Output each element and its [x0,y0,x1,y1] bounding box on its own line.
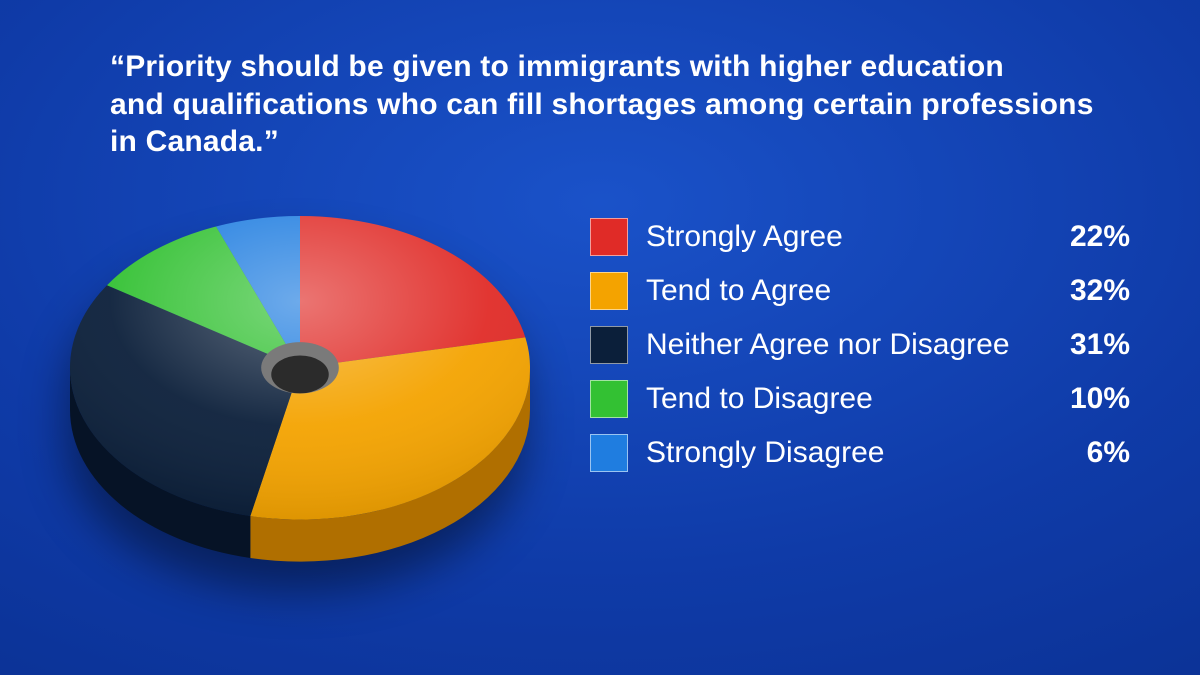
legend-swatch-strongly_agree [590,218,628,256]
pie-chart [70,210,530,601]
legend-swatch-tend_to_agree [590,272,628,310]
legend-pct: 31% [1070,328,1130,362]
legend-label: Tend to Disagree [646,382,873,416]
legend-pct: 6% [1087,436,1130,470]
legend-label: Strongly Agree [646,220,843,254]
legend-swatch-strongly_disagree [590,434,628,472]
legend-swatch-neither [590,326,628,364]
legend-pct: 22% [1070,220,1130,254]
legend-label: Neither Agree nor Disagree [646,328,1010,362]
legend-pct: 32% [1070,274,1130,308]
legend-row-strongly_disagree: Strongly Disagree 6% [590,426,1130,480]
legend-row-tend_to_disagree: Tend to Disagree 10% [590,372,1130,426]
pie-hole [271,355,328,393]
legend-label: Tend to Agree [646,274,831,308]
legend-label: Strongly Disagree [646,436,884,470]
legend-row-neither: Neither Agree nor Disagree 31% [590,318,1130,372]
legend-row-tend_to_agree: Tend to Agree 32% [590,264,1130,318]
legend: Strongly Agree 22% Tend to Agree 32% Neither… [590,210,1130,480]
chart-title: “Priority should be given to immigrants … [110,48,1100,161]
legend-row-strongly_agree: Strongly Agree 22% [590,210,1130,264]
legend-pct: 10% [1070,382,1130,416]
legend-swatch-tend_to_disagree [590,380,628,418]
stage: “Priority should be given to immigrants … [0,0,1200,675]
